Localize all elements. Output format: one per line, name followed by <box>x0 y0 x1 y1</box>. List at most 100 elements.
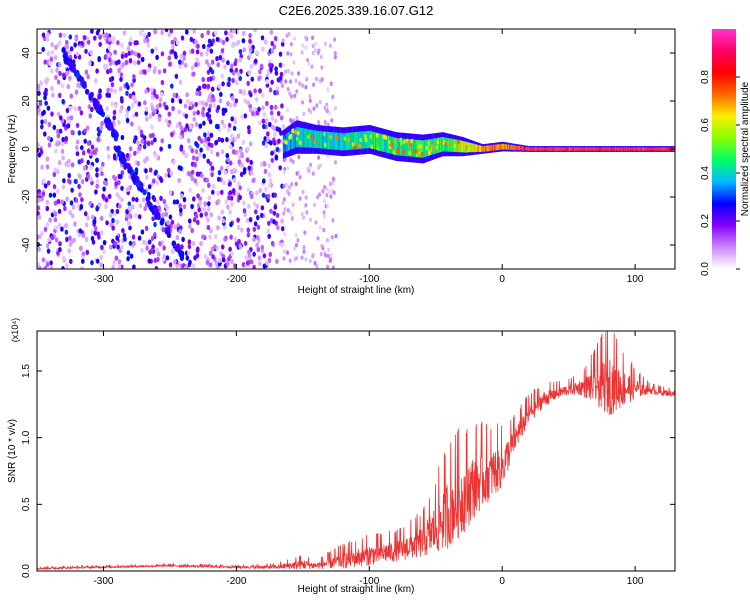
spectrogram-cell <box>135 40 139 46</box>
spectrogram-cell <box>275 212 280 218</box>
spectrogram-cell <box>295 89 299 94</box>
spectrogram-cell <box>409 139 411 157</box>
spectrogram-cell <box>68 75 72 81</box>
spectrogram-cell <box>289 52 293 57</box>
spectrogram-cell <box>198 100 202 106</box>
spectrogram-cell <box>326 131 328 149</box>
spectrogram-cell <box>497 144 499 150</box>
spectrogram-cell <box>40 124 44 130</box>
spectrogram-cell <box>328 181 332 187</box>
spectrogram-cell <box>82 165 87 171</box>
spectrogram-cell <box>662 148 664 150</box>
spectrogram-cell <box>74 89 79 95</box>
spectrogram-cell <box>64 161 68 167</box>
spectrogram-cell <box>160 51 165 57</box>
spectrogram-cell <box>226 204 230 210</box>
spectrogram-cell <box>363 131 365 149</box>
spectrogram-cell <box>196 43 200 49</box>
spectrogram-cell <box>38 101 43 107</box>
spectrogram-cell <box>127 50 132 56</box>
spectrogram-cell <box>101 161 105 167</box>
spectrogram-cell <box>234 67 239 73</box>
spectrogram-cell <box>95 183 99 189</box>
spectrogram-cell <box>144 225 149 231</box>
spectrogram-cell <box>293 128 295 149</box>
spectrogram-cell <box>68 34 73 40</box>
spectrogram-cell <box>273 204 278 210</box>
spectrogram-cell <box>613 148 615 150</box>
spectrogram-cell <box>115 219 120 225</box>
spectrogram-cell <box>209 132 214 138</box>
spectrogram-cell <box>601 148 603 150</box>
spectrogram-cell <box>142 189 147 196</box>
spectrogram-cell <box>130 49 134 56</box>
spectrogram-cell <box>197 135 201 141</box>
spectrogram-cell <box>105 92 109 98</box>
spectrogram-cell <box>540 148 541 150</box>
spectrogram-cell <box>134 167 139 173</box>
spectrogram-cell <box>78 174 82 180</box>
spectrogram-cell <box>305 128 307 148</box>
spectrogram-cell <box>128 146 133 152</box>
spectrogram-cell <box>663 148 665 150</box>
spectrogram-cell <box>236 224 241 231</box>
spectrogram-cell <box>180 60 185 66</box>
spectrogram-cell <box>338 132 340 151</box>
spectrogram-cell <box>511 145 513 150</box>
spectrogram-cell <box>43 131 47 137</box>
spectrogram-cell <box>45 36 50 42</box>
spectrogram-cell <box>245 157 250 163</box>
spectrogram-cell <box>111 131 116 138</box>
spectrogram-cell <box>121 228 125 234</box>
spectrogram-cell <box>221 218 226 224</box>
spectrogram-cell <box>56 250 60 256</box>
spectrogram-cell <box>105 106 109 112</box>
spectrogram-cell <box>330 132 332 150</box>
spectrogram-cell <box>190 227 194 234</box>
spectrogram-cell <box>119 76 123 82</box>
spectrogram-cell <box>621 148 623 150</box>
spectrogram-cell <box>563 148 565 150</box>
spectrogram-cell <box>314 130 316 148</box>
spectrogram-cell <box>95 167 99 173</box>
spectrogram-cell <box>253 221 258 227</box>
spectrogram-cell <box>258 187 263 193</box>
spectrogram-cell <box>334 233 338 239</box>
spectrogram-cell <box>248 47 253 53</box>
spectrogram-cell <box>277 138 281 144</box>
spectrogram-cell <box>187 138 191 144</box>
spectrogram-cell <box>95 68 99 74</box>
spectrogram-cell <box>207 195 212 201</box>
spectrogram-cell <box>193 178 198 184</box>
spectrogram-cell <box>55 67 59 73</box>
spectrogram-cell <box>170 83 174 89</box>
spectrogram-cell <box>289 131 291 150</box>
spectrogram-cell <box>649 148 651 150</box>
spectrogram-cell <box>229 221 233 228</box>
spectrogram-cell <box>280 242 284 248</box>
spectrogram-cell <box>602 148 604 150</box>
spectrogram-cell <box>54 225 58 231</box>
spectrogram-cell <box>240 227 244 233</box>
spectrogram-cell <box>167 122 171 128</box>
spectrogram-cell <box>194 101 198 107</box>
spectrogram-cell <box>628 148 630 150</box>
spectrogram-cell <box>329 43 332 48</box>
spectrogram-cell <box>302 245 306 250</box>
spectrogram-cell <box>95 30 100 36</box>
spectrogram-cell <box>306 128 308 148</box>
spectrogram-cell <box>326 264 330 269</box>
spectrogram-cell <box>303 128 305 148</box>
spectrogram-cell <box>322 227 326 233</box>
spectrogram-cell <box>222 180 226 186</box>
spectrogram-cell <box>228 181 232 187</box>
spectrogram-cell <box>58 70 62 77</box>
spectrogram-cell <box>140 229 145 235</box>
spectrogram-cell <box>228 190 233 196</box>
spectrogram-cell <box>183 62 188 68</box>
spectrogram-cell <box>580 148 582 150</box>
spectrogram-cell <box>145 195 151 202</box>
spectrogram-cell <box>196 246 200 252</box>
spectrogram-cell <box>646 148 648 150</box>
spectrogram-cell <box>102 186 106 192</box>
